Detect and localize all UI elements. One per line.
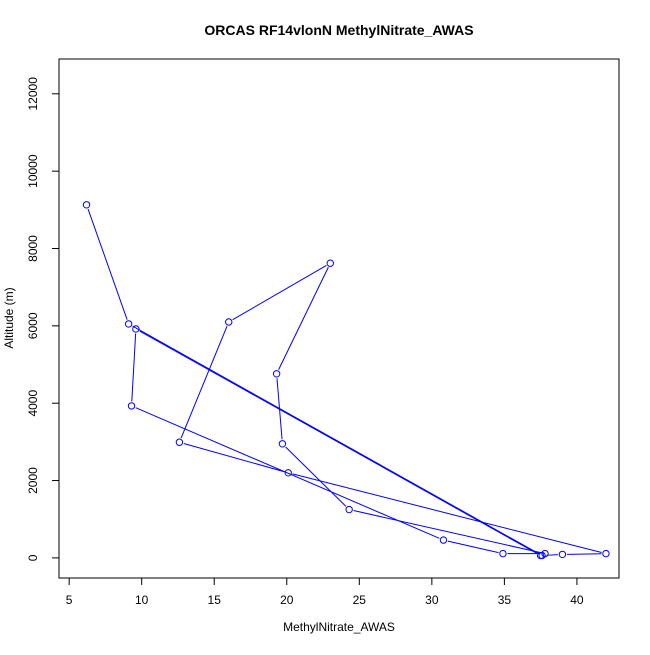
- y-tick-label: 0: [26, 554, 40, 561]
- series-segment: [278, 267, 329, 370]
- y-tick-label: 8000: [26, 235, 40, 262]
- x-tick-label: 40: [570, 593, 584, 607]
- data-point: [536, 551, 545, 560]
- series-segment: [135, 407, 440, 539]
- x-tick-label: 5: [66, 593, 73, 607]
- series-segment: [183, 442, 285, 473]
- x-tick-label: 25: [353, 593, 367, 607]
- y-tick-label: 12000: [26, 77, 40, 111]
- data-point: [127, 402, 136, 410]
- data-point: [602, 549, 610, 558]
- x-axis-label: MethylNitrate_AWAS: [283, 620, 395, 634]
- x-tick-label: 15: [208, 593, 222, 607]
- data-point: [439, 536, 448, 544]
- x-axis: 5 10 15 20 25 30 35 40: [66, 577, 584, 607]
- series-segment: [546, 554, 558, 556]
- series-segment: [353, 510, 541, 554]
- data-point: [124, 320, 133, 328]
- series-segment: [132, 325, 539, 554]
- data-series: [82, 201, 610, 560]
- x-tick-label: 20: [280, 593, 294, 607]
- series-segment: [139, 330, 537, 554]
- data-point: [558, 550, 567, 559]
- y-tick-label: 10000: [26, 154, 40, 188]
- y-axis: 0 2000 4000 6000 8000 10000 12000: [26, 77, 60, 561]
- series-layer: [82, 201, 610, 560]
- chart-title: ORCAS RF14vlonN MethylNitrate_AWAS: [204, 22, 473, 38]
- series-segment: [87, 208, 128, 320]
- y-tick-label: 6000: [26, 312, 40, 339]
- data-point: [284, 469, 292, 477]
- series-segment: [131, 333, 137, 402]
- data-point: [345, 505, 353, 514]
- x-tick-label: 10: [135, 593, 149, 607]
- data-point: [225, 318, 233, 326]
- x-tick-label: 30: [425, 593, 439, 607]
- series-segment: [285, 446, 347, 507]
- y-tick-label: 2000: [26, 467, 40, 494]
- y-tick-label: 4000: [26, 390, 40, 417]
- data-point: [326, 259, 334, 267]
- data-point: [272, 370, 281, 378]
- data-point: [499, 549, 507, 558]
- series-segment: [447, 540, 499, 554]
- data-point: [278, 440, 287, 448]
- series-segment: [180, 325, 228, 439]
- series-segment: [232, 265, 327, 321]
- data-point: [132, 325, 140, 333]
- data-point: [541, 549, 549, 558]
- series-segment: [292, 473, 602, 554]
- series-segment: [566, 553, 602, 555]
- y-axis-label: Altitude (m): [2, 287, 16, 348]
- data-point: [175, 438, 184, 446]
- x-tick-label: 35: [498, 593, 512, 607]
- data-point: [82, 201, 91, 209]
